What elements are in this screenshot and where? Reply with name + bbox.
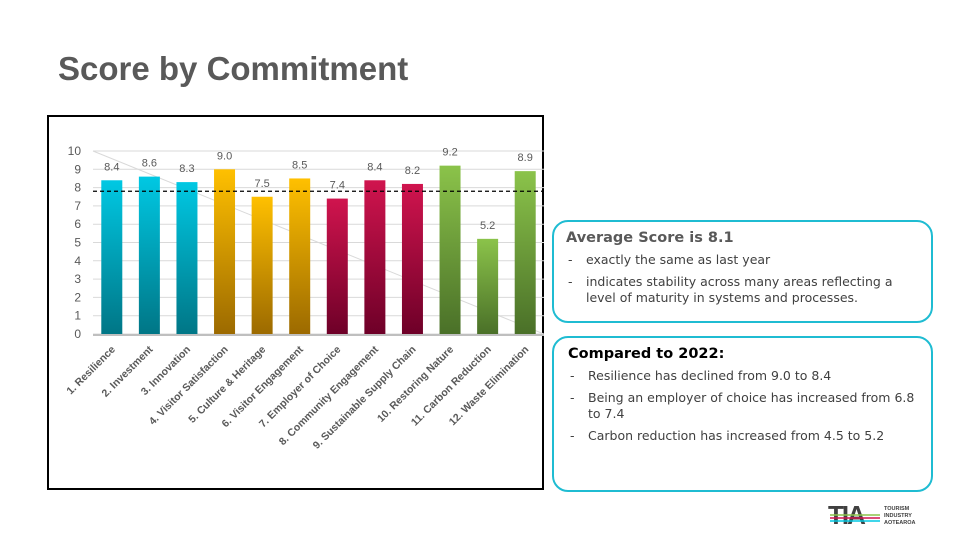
bar bbox=[138, 176, 160, 334]
data-label: 5.2 bbox=[480, 220, 495, 232]
card-bullet: indicates stability across many areas re… bbox=[566, 274, 919, 306]
y-tick-label: 8 bbox=[74, 181, 81, 195]
comparison-card: Compared to 2022: Resilience has decline… bbox=[552, 336, 933, 492]
data-label: 8.9 bbox=[518, 152, 533, 164]
bar bbox=[176, 182, 198, 334]
bar bbox=[477, 238, 499, 334]
data-label: 8.2 bbox=[405, 165, 420, 177]
data-label: 8.4 bbox=[104, 161, 119, 173]
svg-text:AOTEAROA: AOTEAROA bbox=[884, 520, 916, 526]
y-tick-label: 0 bbox=[74, 327, 81, 341]
card-bullet: Resilience has declined from 9.0 to 8.4 bbox=[568, 368, 917, 384]
data-label: 8.3 bbox=[179, 163, 194, 175]
tia-logo: TIA TOURISM INDUSTRY AOTEAROA bbox=[828, 500, 916, 530]
bar bbox=[514, 171, 536, 334]
data-label: 9.2 bbox=[442, 147, 457, 159]
bar bbox=[326, 198, 348, 334]
bar bbox=[439, 165, 461, 334]
y-tick-label: 1 bbox=[74, 309, 81, 323]
average-score-card: Average Score is 8.1 exactly the same as… bbox=[552, 220, 933, 323]
page-title: Score by Commitment bbox=[58, 50, 409, 87]
card-bullet: Carbon reduction has increased from 4.5 … bbox=[568, 428, 917, 444]
data-label: 7.4 bbox=[330, 180, 345, 192]
data-label: 8.5 bbox=[292, 159, 307, 171]
card-heading: Average Score is 8.1 bbox=[566, 230, 734, 246]
bar bbox=[289, 178, 311, 334]
y-tick-label: 6 bbox=[74, 217, 81, 231]
bar bbox=[251, 196, 273, 334]
bar bbox=[101, 180, 123, 334]
bar bbox=[364, 180, 386, 334]
data-label: 9.0 bbox=[217, 150, 232, 162]
y-tick-label: 3 bbox=[74, 272, 81, 286]
svg-text:INDUSTRY: INDUSTRY bbox=[884, 513, 912, 519]
card-bullet: exactly the same as last year bbox=[566, 252, 919, 268]
y-tick-label: 5 bbox=[74, 236, 81, 250]
card-bullet: Being an employer of choice has increase… bbox=[568, 390, 917, 422]
svg-text:TOURISM: TOURISM bbox=[884, 506, 910, 512]
data-label: 7.5 bbox=[254, 178, 269, 190]
y-tick-label: 4 bbox=[74, 254, 81, 268]
y-tick-label: 9 bbox=[74, 162, 81, 176]
data-label: 8.6 bbox=[142, 158, 157, 170]
card-heading: Compared to 2022: bbox=[568, 346, 725, 362]
y-axis bbox=[92, 150, 544, 335]
bar bbox=[401, 183, 423, 334]
y-tick-label: 2 bbox=[74, 290, 81, 304]
chart-container: 0 1 2 3 4 5 6 7 8 9 10 8.4 1. Resilience 8.6 2. Invest… bbox=[47, 115, 544, 490]
y-tick-label: 7 bbox=[74, 199, 81, 213]
data-label: 8.4 bbox=[367, 161, 382, 173]
y-tick-label: 10 bbox=[68, 144, 82, 158]
bar bbox=[214, 169, 236, 334]
